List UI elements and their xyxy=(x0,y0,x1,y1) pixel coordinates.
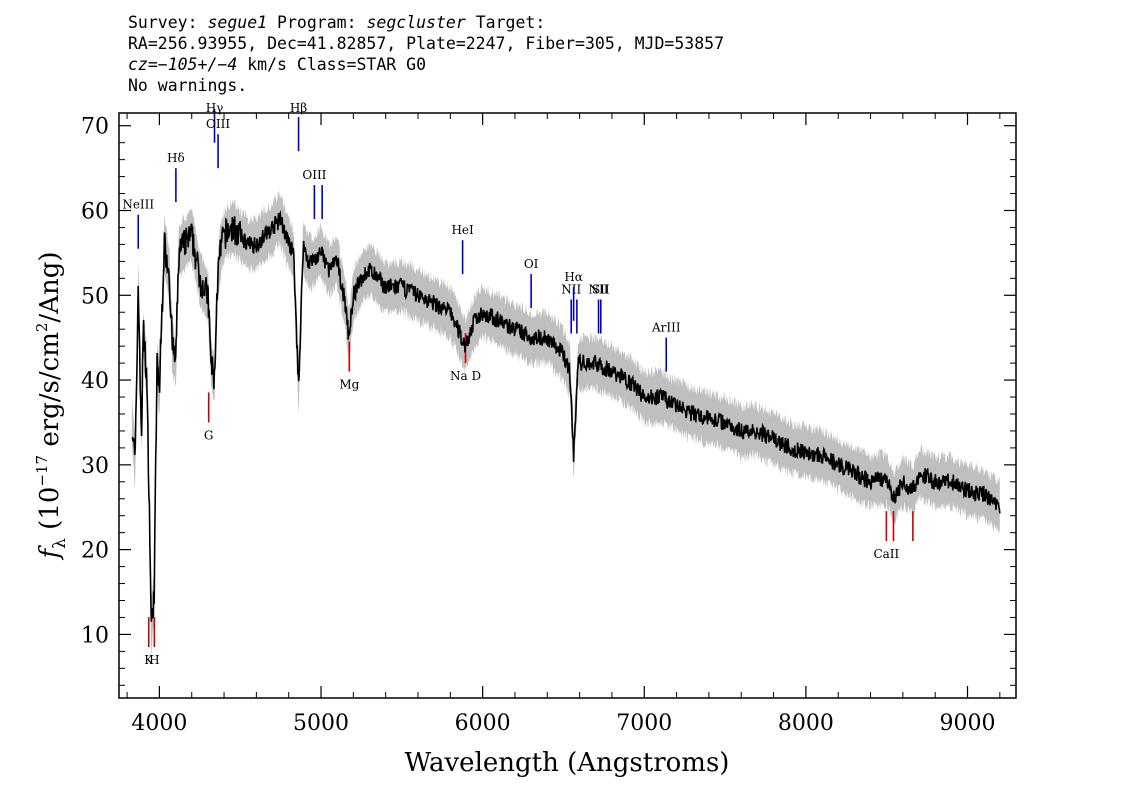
y-tick-label: 50 xyxy=(81,284,109,309)
program-label: Program: xyxy=(277,13,357,32)
x-tick-label: 5000 xyxy=(293,711,349,736)
absorption-line-label: CaII xyxy=(873,547,899,561)
absorption-line-label: Mg xyxy=(339,378,359,392)
plot-frame xyxy=(118,112,1017,699)
survey-label: Survey: xyxy=(128,13,198,32)
program-value: segcluster xyxy=(366,13,466,32)
y-axis-label: fλ (10−17 erg/s/cm2/Ang) xyxy=(33,252,70,561)
absorption-line-label: H xyxy=(149,653,159,667)
header-line-survey: Survey: segue1 Program: segcluster Targe… xyxy=(128,12,724,33)
emission-line-label: Hγ xyxy=(206,101,224,115)
absorption-line-label: G xyxy=(204,428,214,442)
x-tick-label: 6000 xyxy=(455,711,511,736)
header-line-redshift: cz=−105+/−4 km/s Class=STAR G0 xyxy=(128,54,724,75)
flux-series xyxy=(131,210,1001,622)
x-axis-label: Wavelength (Angstroms) xyxy=(405,748,730,778)
axis-ticks: 4000 5000 6000 7000 8000 9000 10 20 30 40 50 60 70 xyxy=(81,113,1016,736)
y-tick-label: 40 xyxy=(81,369,109,394)
y-tick-label: 20 xyxy=(81,539,109,564)
header-line-coordinates: RA=256.93955, Dec=41.82857, Plate=2247, … xyxy=(128,34,725,53)
absorption-line-label: K xyxy=(144,653,154,667)
x-tick-label: 9000 xyxy=(940,711,996,736)
emission-line-label: NII xyxy=(589,283,609,297)
emission-line-label: Hα xyxy=(564,270,583,284)
flux-line xyxy=(131,210,1001,622)
emission-line-label: OIII xyxy=(302,168,326,182)
y-tick-label: 70 xyxy=(81,115,109,140)
flux-noise-band xyxy=(131,189,1000,657)
absorption-line-label: Na D xyxy=(450,369,481,383)
y-tick-label: 60 xyxy=(81,200,109,225)
spectral-line-markers: NeIIIHδHγOIIIHβOIIIHeIOINIIHαNIISIIArIII… xyxy=(122,101,914,667)
emission-line-label: SII xyxy=(592,283,610,297)
emission-line-label: Hδ xyxy=(167,151,185,165)
emission-line-label: OIII xyxy=(206,117,230,131)
class-value: km/s Class=STAR G0 xyxy=(237,55,427,74)
y-tick-label: 10 xyxy=(81,623,109,648)
flux-uncertainty-band xyxy=(131,189,1000,657)
target-label: Target: xyxy=(475,13,546,32)
survey-value: segue1 xyxy=(207,13,268,32)
y-tick-label: 30 xyxy=(81,454,109,479)
emission-line-label: Hβ xyxy=(290,101,307,115)
cz-value: cz=−105+/−4 xyxy=(128,55,238,74)
x-tick-label: 4000 xyxy=(131,711,187,736)
header-line-warnings: No warnings. xyxy=(128,76,248,95)
emission-line-label: ArIII xyxy=(651,321,681,335)
emission-line-label: NeIII xyxy=(122,198,154,212)
emission-line-label: NII xyxy=(561,283,581,297)
x-tick-label: 7000 xyxy=(616,711,672,736)
emission-line-label: HeI xyxy=(451,223,474,237)
spectrum-header: Survey: segue1 Program: segcluster Targe… xyxy=(128,12,724,96)
emission-line-label: OI xyxy=(524,257,539,271)
x-tick-label: 8000 xyxy=(778,711,834,736)
